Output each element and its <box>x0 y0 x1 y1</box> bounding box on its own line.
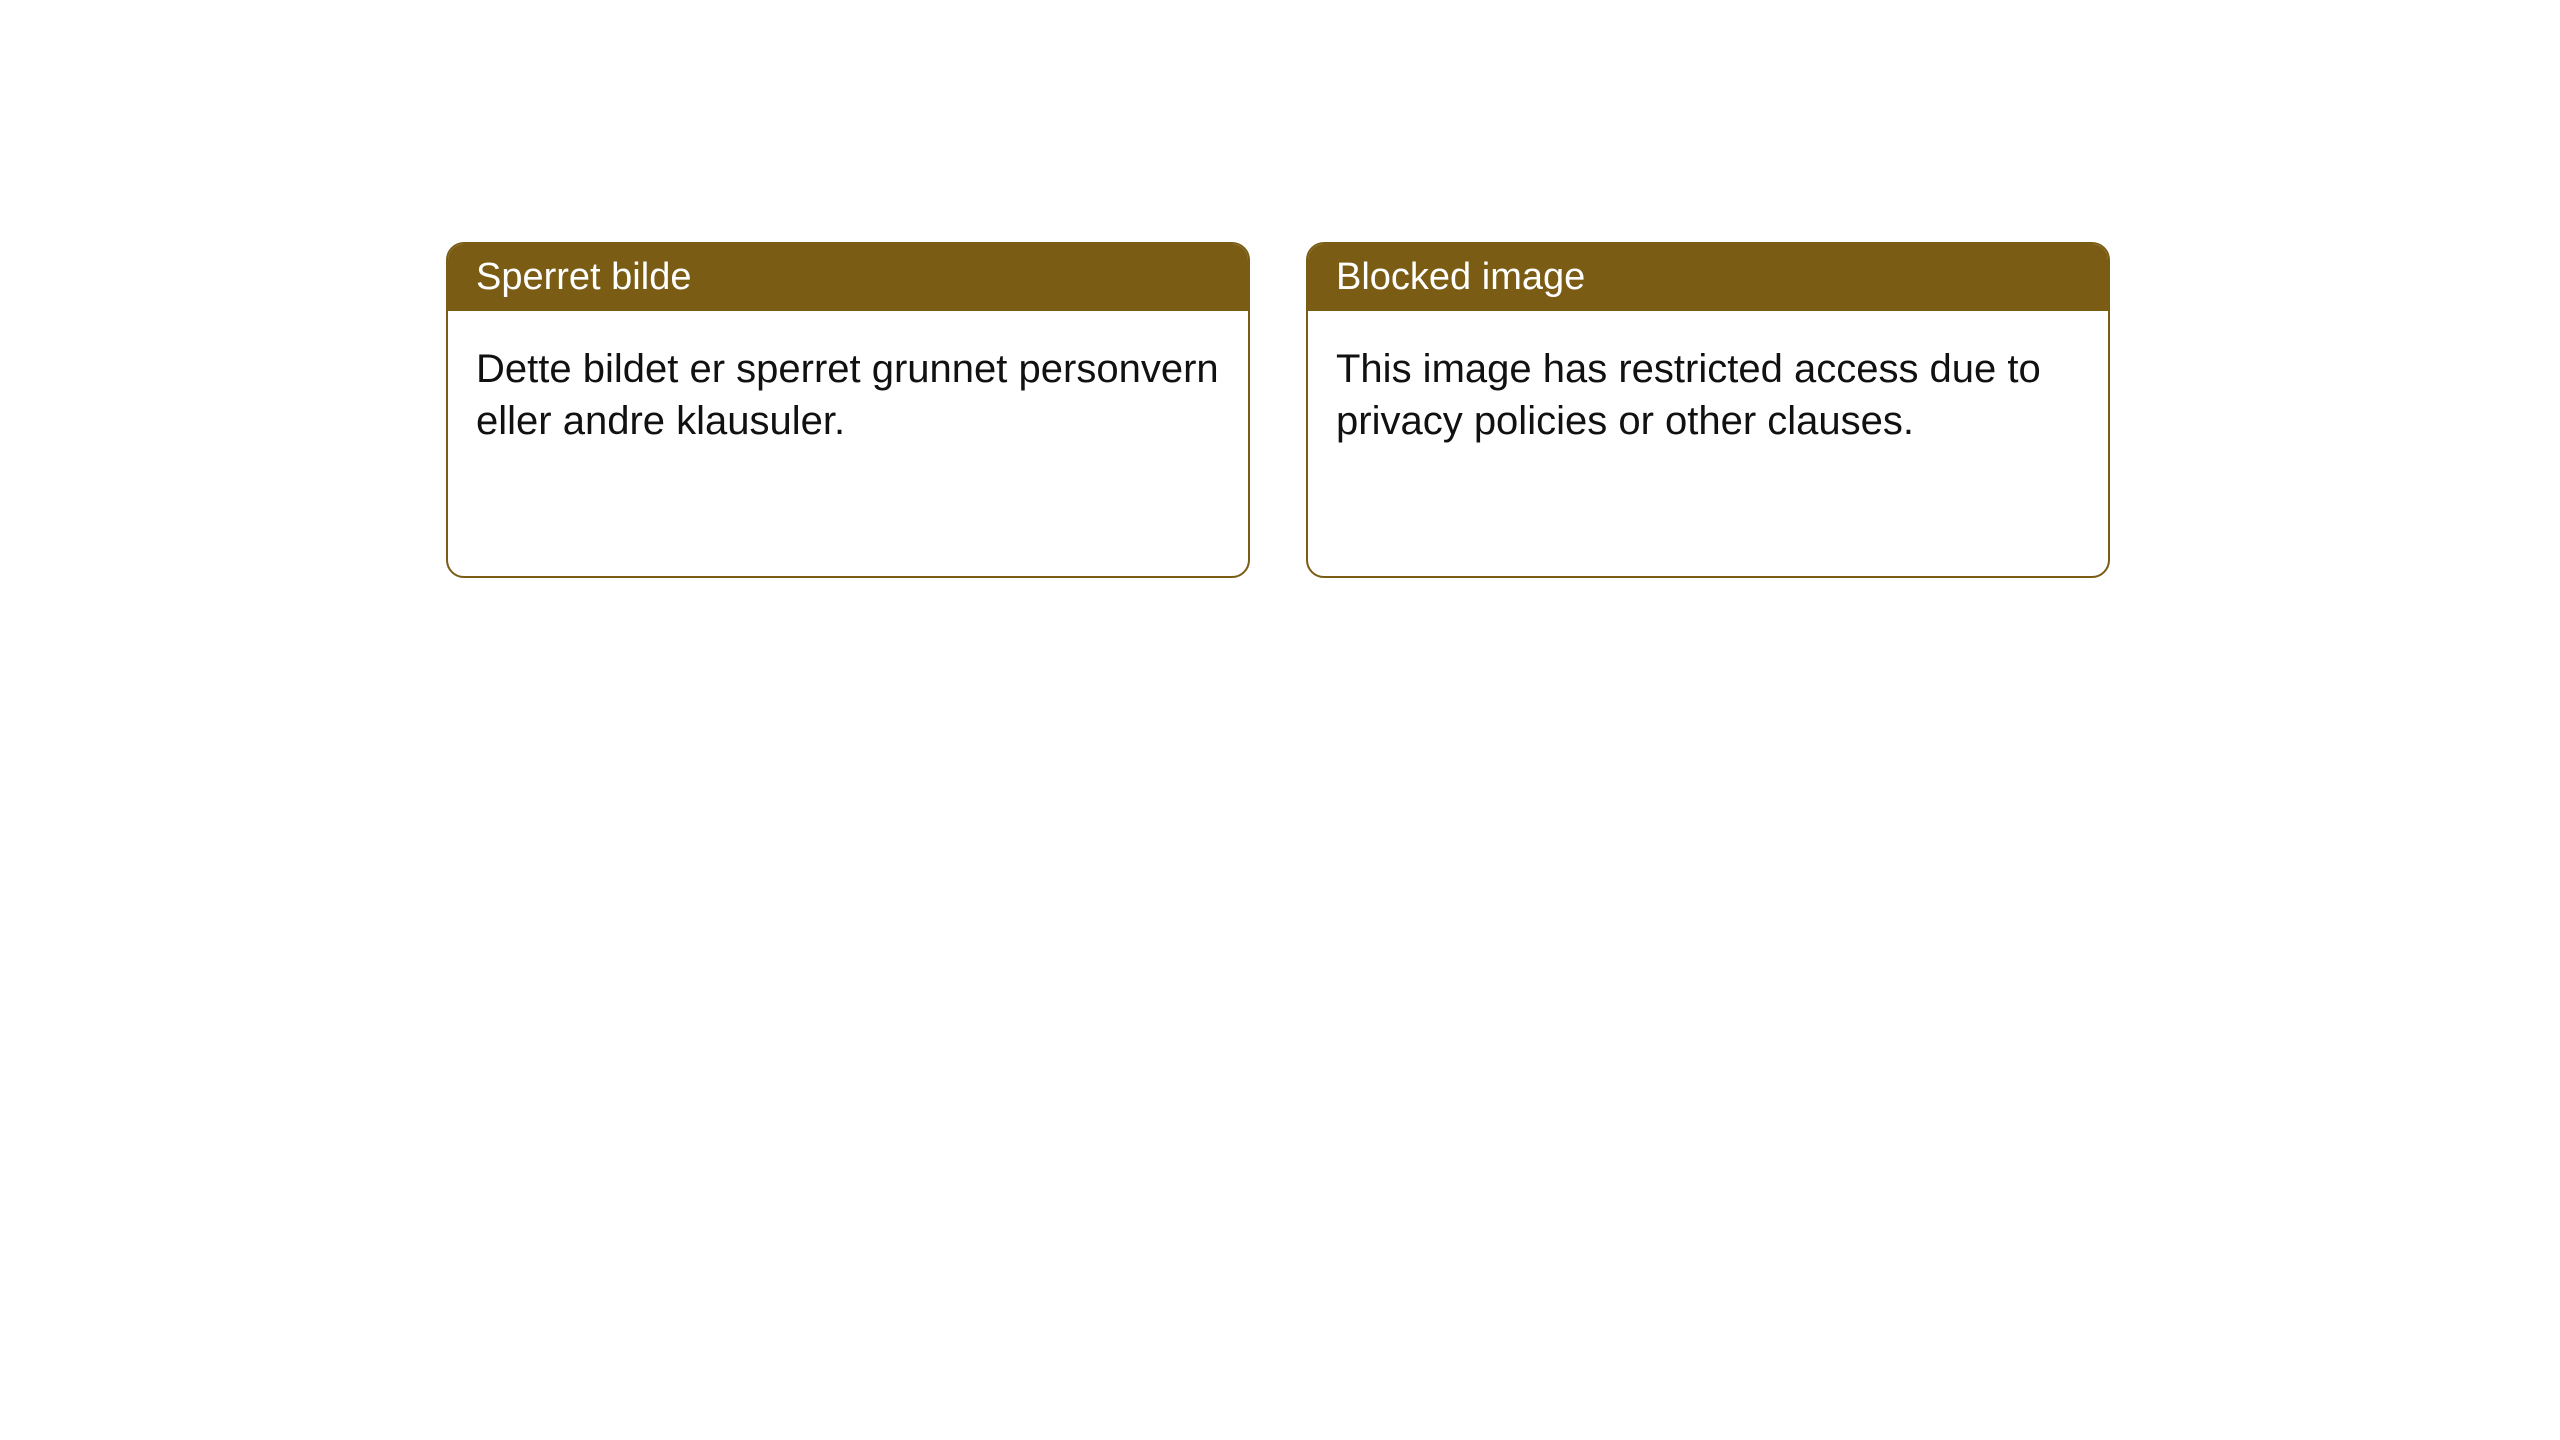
notice-container: Sperret bilde Dette bildet er sperret gr… <box>0 0 2560 578</box>
card-header-no: Sperret bilde <box>448 244 1248 311</box>
card-body-en: This image has restricted access due to … <box>1308 311 2108 479</box>
card-header-en: Blocked image <box>1308 244 2108 311</box>
blocked-image-card-en: Blocked image This image has restricted … <box>1306 242 2110 578</box>
card-message-no: Dette bildet er sperret grunnet personve… <box>476 347 1219 443</box>
card-title-en: Blocked image <box>1336 256 1585 298</box>
card-message-en: This image has restricted access due to … <box>1336 347 2041 443</box>
card-body-no: Dette bildet er sperret grunnet personve… <box>448 311 1248 479</box>
blocked-image-card-no: Sperret bilde Dette bildet er sperret gr… <box>446 242 1250 578</box>
card-title-no: Sperret bilde <box>476 256 691 298</box>
